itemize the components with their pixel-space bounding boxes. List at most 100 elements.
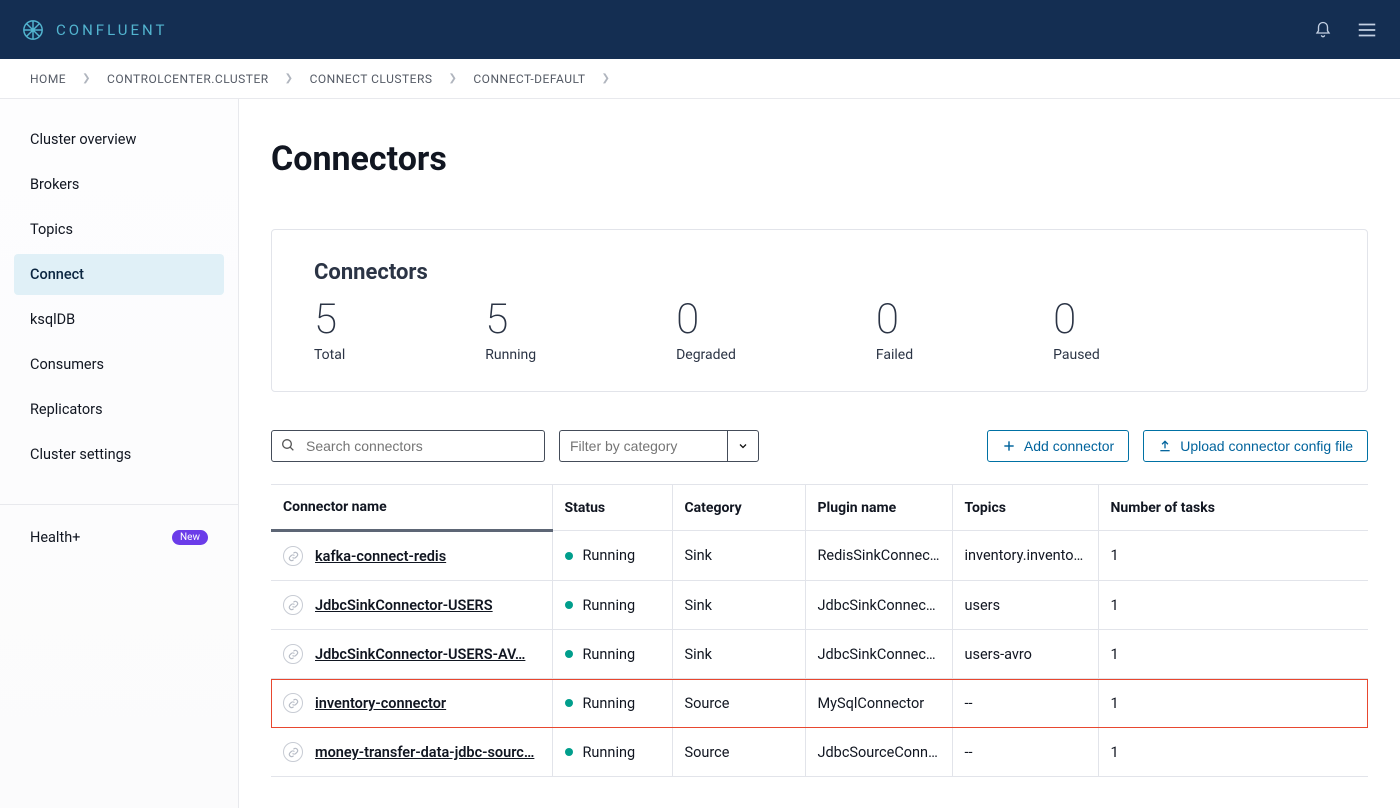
sidebar-item-brokers[interactable]: Brokers (14, 164, 224, 205)
column-header[interactable]: Topics (952, 485, 1098, 531)
topics-cell: -- (952, 679, 1098, 728)
breadcrumb-item[interactable]: CONNECT-DEFAULT (473, 72, 585, 86)
topics-cell: users (952, 581, 1098, 630)
stats-card: Connectors 5Total5Running0Degraded0Faile… (271, 229, 1368, 392)
category-cell: Sink (672, 581, 805, 630)
new-badge: New (172, 530, 208, 545)
plugin-cell: JdbcSinkConnec… (805, 630, 952, 679)
tasks-cell: 1 (1098, 630, 1368, 679)
health-label: Health+ (30, 529, 80, 546)
table-row[interactable]: kafka-connect-redis Running SinkRedisSinkC… (271, 531, 1368, 581)
status-dot-icon (565, 601, 573, 609)
status-text: Running (583, 646, 636, 663)
sidebar-item-topics[interactable]: Topics (14, 209, 224, 250)
column-header[interactable]: Status (552, 485, 672, 531)
topbar: CONFLUENT (0, 0, 1400, 59)
table-row[interactable]: JdbcSinkConnector-USERS-AV… Running SinkJd… (271, 630, 1368, 679)
status-text: Running (583, 695, 636, 712)
sidebar-item-health[interactable]: Health+ New (0, 519, 238, 556)
main-content: Connectors Connectors 5 Total 5 Running 0Deg… (239, 99, 1400, 808)
chevron-right-icon: ❯ (82, 73, 91, 84)
category-cell: Source (672, 679, 805, 728)
column-header[interactable]: Connector name (271, 485, 552, 531)
connector-icon (283, 742, 303, 762)
sidebar-item-replicators[interactable]: Replicators (14, 389, 224, 430)
status-text: Running (583, 597, 636, 614)
connector-link[interactable]: inventory-connector (315, 695, 446, 712)
search-input[interactable] (271, 430, 545, 462)
status-dot-icon (565, 748, 573, 756)
plugin-cell: RedisSinkConnec… (805, 531, 952, 581)
status-dot-icon (565, 552, 573, 560)
connector-icon (283, 595, 303, 615)
menu-icon[interactable] (1356, 19, 1378, 41)
column-header[interactable]: Category (672, 485, 805, 531)
status-dot-icon (565, 699, 573, 707)
table-row[interactable]: inventory-connector Running SourceMySqlCon… (271, 679, 1368, 728)
stat-total: 5 Total (314, 297, 345, 363)
stat-label: Paused (1053, 347, 1100, 363)
toolbar: Add connector Upload connector config fi… (271, 430, 1368, 462)
connector-link[interactable]: money-transfer-data-jdbc-sourc… (315, 744, 534, 761)
upload-config-button[interactable]: Upload connector config file (1143, 430, 1368, 462)
stat-degraded: 0Degraded (676, 297, 736, 363)
sidebar-item-consumers[interactable]: Consumers (14, 344, 224, 385)
add-connector-button[interactable]: Add connector (987, 430, 1129, 462)
status-text: Running (583, 744, 636, 761)
category-cell: Sink (672, 531, 805, 581)
page-title: Connectors (271, 139, 1368, 179)
upload-icon (1158, 439, 1172, 453)
divider (0, 504, 238, 505)
plus-icon (1002, 439, 1016, 453)
topics-cell: inventory.invento… (952, 531, 1098, 581)
stat-running: 5 Running (485, 297, 536, 363)
connectors-table: Connector nameStatusCategoryPlugin nameT… (271, 484, 1368, 777)
connector-link[interactable]: JdbcSinkConnector-USERS (315, 597, 493, 614)
stat-value: 0 (676, 297, 736, 343)
tasks-cell: 1 (1098, 679, 1368, 728)
column-header[interactable]: Plugin name (805, 485, 952, 531)
connector-link[interactable]: JdbcSinkConnector-USERS-AV… (315, 646, 525, 663)
topics-cell: users-avro (952, 630, 1098, 679)
tasks-cell: 1 (1098, 531, 1368, 581)
status-text: Running (583, 547, 636, 564)
sidebar-item-cluster-settings[interactable]: Cluster settings (14, 434, 224, 475)
stat-value: 0 (876, 297, 913, 343)
stat-value: 5 (485, 297, 536, 343)
plugin-cell: JdbcSourceConn… (805, 728, 952, 777)
sidebar-item-connect[interactable]: Connect (14, 254, 224, 295)
brand-name: CONFLUENT (56, 21, 167, 39)
stat-value: 5 (314, 297, 345, 343)
sidebar-item-ksqldb[interactable]: ksqlDB (14, 299, 224, 340)
breadcrumb-item[interactable]: CONTROLCENTER.CLUSTER (107, 72, 269, 86)
plugin-cell: JdbcSinkConnec… (805, 581, 952, 630)
connector-link[interactable]: kafka-connect-redis (315, 548, 446, 565)
breadcrumb-item[interactable]: HOME (30, 72, 66, 86)
chevron-right-icon: ❯ (285, 73, 294, 84)
filter-input[interactable] (559, 430, 727, 462)
stat-value: 0 (1053, 297, 1100, 343)
status-dot-icon (565, 650, 573, 658)
column-header[interactable]: Number of tasks (1098, 485, 1368, 531)
table-row[interactable]: JdbcSinkConnector-USERS Running SinkJdbcSi… (271, 581, 1368, 630)
connector-icon (283, 644, 303, 664)
breadcrumb: HOME ❯ CONTROLCENTER.CLUSTER ❯ CONNECT C… (0, 59, 1400, 99)
chevron-right-icon: ❯ (448, 73, 457, 84)
category-cell: Sink (672, 630, 805, 679)
tasks-cell: 1 (1098, 581, 1368, 630)
topics-cell: -- (952, 728, 1098, 777)
add-connector-label: Add connector (1024, 438, 1114, 454)
breadcrumb-item[interactable]: CONNECT CLUSTERS (310, 72, 433, 86)
sidebar-item-cluster-overview[interactable]: Cluster overview (14, 119, 224, 160)
brand[interactable]: CONFLUENT (22, 19, 167, 41)
table-row[interactable]: money-transfer-data-jdbc-sourc…RunningSo… (271, 728, 1368, 777)
stat-label: Total (314, 347, 345, 363)
stat-failed: 0 Failed (876, 297, 913, 363)
notifications-icon[interactable] (1314, 21, 1332, 39)
connector-icon (283, 546, 303, 566)
filter-dropdown-button[interactable] (727, 430, 759, 462)
stat-label: Running (485, 347, 536, 363)
plugin-cell: MySqlConnector (805, 679, 952, 728)
stats-heading: Connectors (314, 260, 1325, 285)
stat-label: Failed (876, 347, 913, 363)
